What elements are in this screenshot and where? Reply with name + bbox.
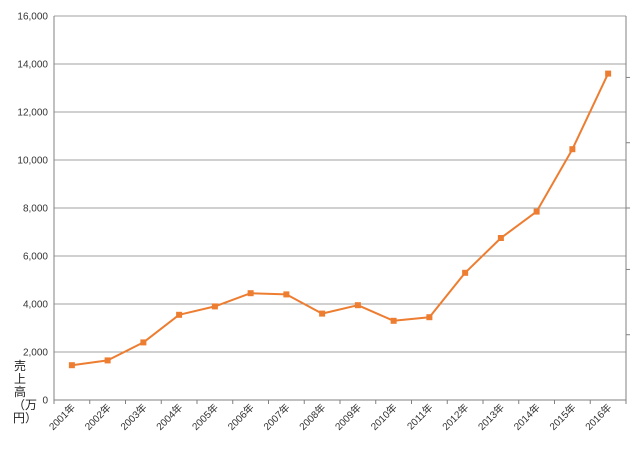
y-tick-labels: 0 2,000 4,000 6,000 8,000 10,000 12,000 14,000 1… (17, 12, 48, 407)
x-tick-labels: 2001年 2002年 2003年 2004年 2005年 2006年 2007年 2008年… (46, 401, 614, 433)
y-tick-label: 8,000 (23, 204, 48, 215)
data-point (605, 70, 612, 77)
gridlines (54, 15, 626, 353)
y-tick-label: 10,000 (17, 156, 48, 167)
y-tick-label: 2,000 (23, 348, 48, 359)
data-point (283, 291, 290, 298)
data-point (497, 235, 504, 241)
x-tick-label: 2008年 (296, 401, 328, 433)
data-point (533, 208, 540, 215)
x-tick-label: 2012年 (439, 401, 471, 433)
y-axis-label: 売上高（万円） (13, 359, 38, 425)
x-tick-label: 2001年 (46, 401, 78, 433)
data-point (68, 362, 75, 369)
x-tick-label: 2009年 (332, 401, 364, 433)
x-tick-label: 2015年 (546, 401, 578, 433)
x-tick-label: 2016年 (582, 401, 614, 433)
y-tick-label: 0 (42, 396, 48, 407)
series-group (68, 70, 612, 369)
data-point (426, 314, 433, 321)
data-point (319, 310, 326, 317)
x-tick-label: 2003年 (117, 401, 149, 433)
y-tick-label: 16,000 (17, 12, 48, 23)
x-tick-label: 2006年 (225, 401, 257, 433)
y-tick-label: 6,000 (23, 252, 48, 263)
x-tick-label: 2011年 (404, 401, 435, 432)
x-tick-label: 2013年 (475, 401, 507, 433)
y-tick-label: 4,000 (23, 300, 48, 311)
x-tick-label: 2002年 (82, 401, 114, 433)
data-point (354, 302, 361, 309)
data-point (569, 146, 576, 153)
x-tick-label: 2004年 (153, 401, 185, 433)
series-line (71, 73, 610, 367)
data-point (462, 269, 469, 276)
data-point (211, 303, 218, 310)
data-point (390, 317, 397, 324)
data-point (104, 357, 111, 364)
y-tick-label: 14,000 (17, 60, 48, 71)
x-tick-label: 2007年 (260, 401, 292, 433)
x-tick-label: 2005年 (189, 401, 221, 433)
data-point (247, 290, 254, 297)
y-tick-label: 12,000 (17, 108, 48, 119)
x-tick-label: 2010年 (368, 401, 400, 433)
x-tick-label: 2014年 (511, 401, 543, 433)
data-point (140, 339, 147, 346)
data-point (176, 311, 183, 318)
axes (53, 16, 630, 404)
